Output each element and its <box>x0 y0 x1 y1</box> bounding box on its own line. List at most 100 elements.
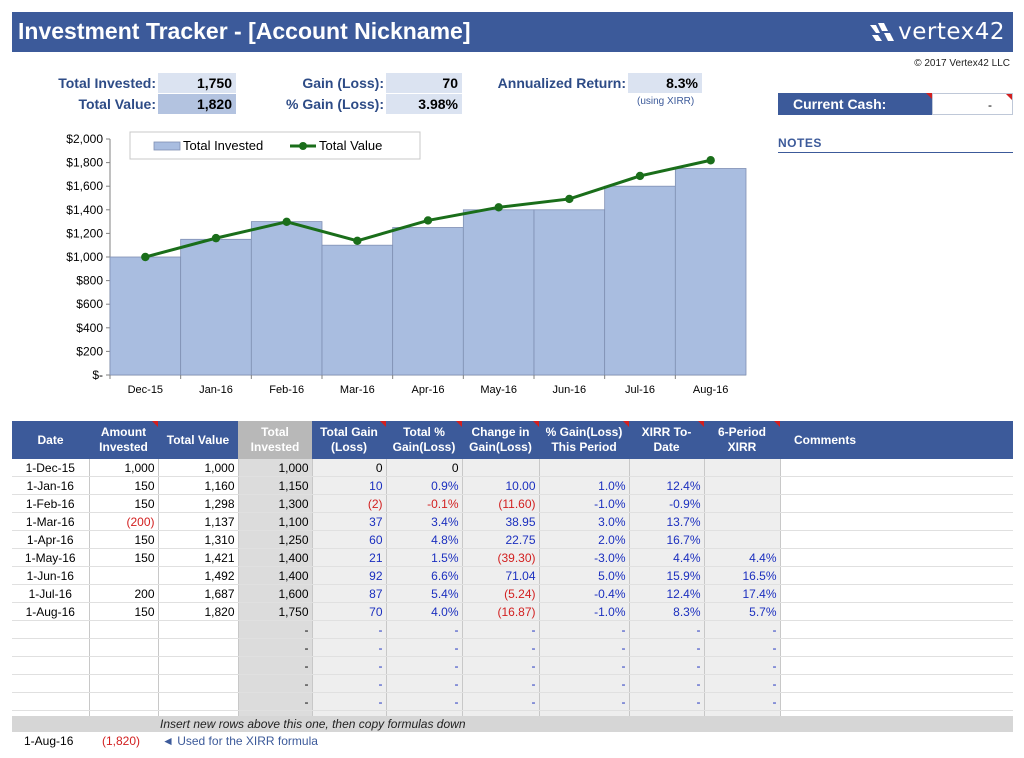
table-cell[interactable] <box>158 656 239 675</box>
table-cell[interactable]: 1,492 <box>158 566 239 585</box>
table-cell: 1,000 <box>238 459 313 477</box>
table-cell[interactable] <box>780 692 1013 711</box>
comment-indicator-icon <box>623 421 629 427</box>
table-cell[interactable] <box>89 656 159 675</box>
table-cell[interactable]: 150 <box>89 548 159 567</box>
table-cell[interactable]: (200) <box>89 512 159 531</box>
table-cell[interactable] <box>780 656 1013 675</box>
table-cell: - <box>312 638 387 657</box>
table-cell[interactable]: 1,137 <box>158 512 239 531</box>
table-cell: -1.0% <box>539 602 630 621</box>
xirr-note-text: ◄ Used for the XIRR formula <box>162 734 318 748</box>
bar-total-invested <box>180 238 252 376</box>
y-tick-label: $400 <box>76 321 103 335</box>
table-cell[interactable]: 1-Apr-16 <box>12 530 90 549</box>
table-cell[interactable]: 150 <box>89 530 159 549</box>
legend-label-total-invested: Total Invested <box>183 138 263 153</box>
header-label: Change in Gain(Loss) <box>469 425 532 454</box>
table-cell[interactable] <box>780 566 1013 585</box>
y-tick-label: $1,000 <box>66 250 103 264</box>
pct-gain-value[interactable]: 3.98% <box>386 94 462 114</box>
table-cell <box>704 530 781 549</box>
header-label: Total Gain (Loss) <box>320 425 378 454</box>
header-change-in-gain: Change in Gain(Loss) <box>462 421 539 459</box>
header-total-invested: Total Invested <box>238 421 312 459</box>
table-cell: - <box>312 674 387 693</box>
bar-total-invested <box>321 244 394 376</box>
table-cell[interactable]: 1-Dec-15 <box>12 459 90 477</box>
table-cell[interactable] <box>780 459 1013 477</box>
legend-bar-swatch <box>153 141 181 151</box>
point-total-value <box>423 216 433 225</box>
table-cell[interactable]: 1,000 <box>89 459 159 477</box>
gain-value[interactable]: 70 <box>386 73 462 93</box>
table-cell[interactable]: 1-May-16 <box>12 548 90 567</box>
table-cell[interactable]: 1-Jul-16 <box>12 584 90 603</box>
table-cell[interactable]: 1,298 <box>158 494 239 513</box>
table-cell[interactable] <box>158 620 239 639</box>
table-cell[interactable] <box>89 638 159 657</box>
table-cell[interactable]: 200 <box>89 584 159 603</box>
table-cell[interactable]: 1,000 <box>158 459 239 477</box>
table-cell[interactable] <box>89 692 159 711</box>
xirr-value[interactable]: (1,820) <box>102 734 141 748</box>
xirr-date[interactable]: 1-Aug-16 <box>24 734 74 748</box>
table-cell[interactable] <box>89 674 159 693</box>
table-cell[interactable] <box>780 548 1013 567</box>
table-cell <box>462 459 540 477</box>
table-cell[interactable]: 1-Mar-16 <box>12 512 90 531</box>
table-cell[interactable] <box>780 674 1013 693</box>
table-cell[interactable] <box>158 638 239 657</box>
table-cell[interactable] <box>12 656 90 675</box>
bar-total-invested <box>109 256 182 376</box>
table-cell[interactable] <box>780 638 1013 657</box>
table-row: 1-Jun-16 1,492 1,400 92 6.6% 71.04 5.0% 15.9% 16… <box>12 566 1013 585</box>
table-cell[interactable] <box>780 602 1013 621</box>
table-cell[interactable]: 1-Jun-16 <box>12 566 90 585</box>
annualized-return-value[interactable]: 8.3% <box>628 73 702 93</box>
header-label: Amount Invested <box>99 425 148 454</box>
table-cell <box>704 512 781 531</box>
table-cell[interactable] <box>89 566 159 585</box>
table-cell: 1,100 <box>238 512 313 531</box>
table-cell[interactable] <box>780 620 1013 639</box>
point-total-value <box>211 233 221 243</box>
total-invested-value[interactable]: 1,750 <box>158 73 236 93</box>
table-cell[interactable] <box>780 584 1013 603</box>
table-cell: 4.0% <box>386 602 463 621</box>
table-cell[interactable] <box>12 620 90 639</box>
table-cell[interactable]: 1,310 <box>158 530 239 549</box>
table-header-row: Date Amount Invested Total Value Total Inve… <box>12 421 1013 459</box>
table-cell[interactable] <box>158 674 239 693</box>
table-cell: 70 <box>312 602 387 621</box>
table-cell[interactable] <box>12 674 90 693</box>
table-cell[interactable]: 1,160 <box>158 476 239 495</box>
table-cell[interactable] <box>12 638 90 657</box>
table-cell[interactable]: 1,687 <box>158 584 239 603</box>
table-cell: -0.9% <box>629 494 705 513</box>
current-cash-input[interactable]: - <box>932 93 1013 115</box>
table-cell[interactable]: 1,421 <box>158 548 239 567</box>
table-cell[interactable] <box>780 476 1013 495</box>
table-cell[interactable]: 1,820 <box>158 602 239 621</box>
table-cell[interactable] <box>89 620 159 639</box>
x-tick-label: Dec-15 <box>128 384 163 396</box>
table-cell[interactable] <box>12 692 90 711</box>
table-cell[interactable] <box>780 530 1013 549</box>
table-cell[interactable]: 1-Aug-16 <box>12 602 90 621</box>
table-cell[interactable] <box>780 512 1013 531</box>
table-cell[interactable]: 150 <box>89 476 159 495</box>
table-cell[interactable] <box>780 494 1013 513</box>
table-cell: 3.4% <box>386 512 463 531</box>
table-cell[interactable]: 150 <box>89 602 159 621</box>
table-cell: - <box>386 674 463 693</box>
table-cell[interactable] <box>158 692 239 711</box>
total-value-value[interactable]: 1,820 <box>158 94 236 114</box>
table-cell[interactable]: 150 <box>89 494 159 513</box>
table-cell: -3.0% <box>539 548 630 567</box>
x-tick-label: Feb-16 <box>269 384 304 396</box>
table-cell: 37 <box>312 512 387 531</box>
table-cell: -0.4% <box>539 584 630 603</box>
table-cell[interactable]: 1-Feb-16 <box>12 494 90 513</box>
table-cell[interactable]: 1-Jan-16 <box>12 476 90 495</box>
